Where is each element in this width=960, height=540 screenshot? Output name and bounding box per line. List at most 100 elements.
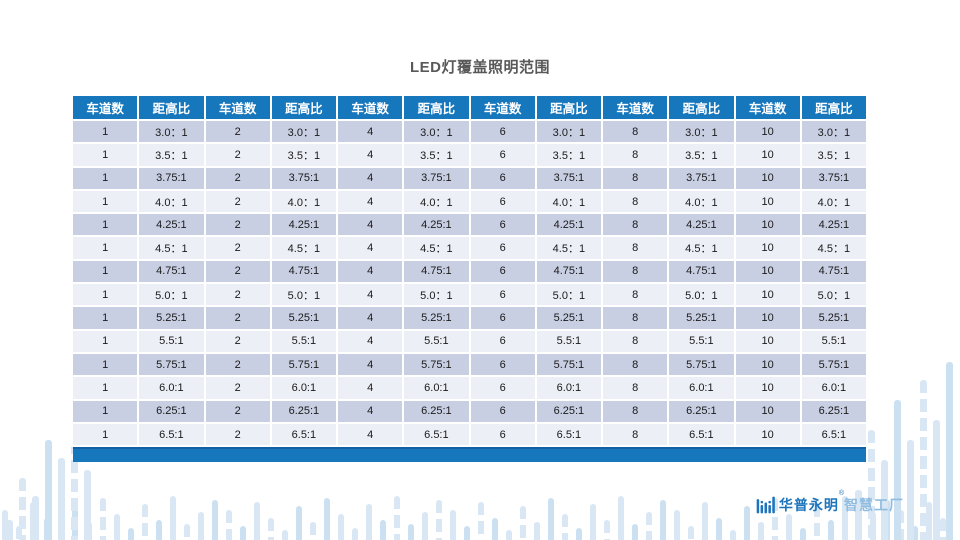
- deco-bar: [534, 522, 540, 540]
- deco-bar: [646, 512, 652, 540]
- deco-bar: [45, 440, 52, 540]
- deco-bar: [198, 512, 204, 540]
- ratio-cell: 6.0:1: [402, 375, 471, 401]
- ratio-cell: 3.75:1: [137, 165, 206, 191]
- deco-bar: [100, 498, 106, 540]
- lane-count-cell: 1: [70, 305, 140, 331]
- ratio-cell: 5.5:1: [534, 328, 604, 354]
- deco-bar: [268, 518, 274, 540]
- brand-name: 华普永明: [778, 497, 839, 513]
- lane-count-cell: 1: [70, 165, 140, 191]
- ratio-cell: 4.25:1: [667, 212, 736, 238]
- deco-bar: [868, 430, 875, 540]
- table-row: 1 6.5:1 2 6.5:1 4 6.5:1 6 6.5:1 8 6.5:1 10 6.5:1: [70, 421, 869, 448]
- ratio-cell: 5.75:1: [799, 351, 869, 378]
- ratio-cell: 3.0：1: [269, 118, 339, 145]
- lane-count-cell: 8: [600, 305, 670, 331]
- lane-count-cell: 4: [335, 188, 405, 215]
- deco-bar: [142, 504, 148, 540]
- ratio-cell: 3.5：1: [799, 142, 869, 168]
- lane-count-cell: 10: [733, 258, 802, 285]
- lane-count-cell: 10: [733, 118, 802, 145]
- ratio-cell: 6.5:1: [269, 421, 339, 448]
- lane-count-cell: 10: [733, 305, 802, 331]
- deco-bar: [32, 496, 39, 540]
- ratio-cell: 4.75:1: [799, 258, 869, 285]
- ratio-cell: 6.25:1: [799, 398, 869, 424]
- coverage-table-wrap: 车道数 距高比 车道数 距高比 车道数 距高比 车道数 距高比 车道数 距高比 车道数 距高比 1 3.…: [70, 94, 869, 463]
- deco-bar: [604, 520, 610, 540]
- lane-count-cell: 10: [733, 328, 802, 354]
- header-cell: 车道数: [335, 94, 405, 121]
- ratio-cell: 4.25:1: [402, 212, 471, 238]
- deco-bar: [226, 510, 232, 540]
- lane-count-cell: 6: [468, 165, 537, 191]
- header-cell: 距高比: [534, 94, 604, 121]
- lane-count-cell: 8: [600, 351, 670, 378]
- lane-count-cell: 1: [70, 351, 140, 378]
- header-cell: 车道数: [600, 94, 670, 121]
- deco-bar: [394, 496, 400, 540]
- ratio-cell: 4.75:1: [667, 258, 736, 285]
- ratio-cell: 3.0：1: [799, 118, 869, 145]
- lane-count-cell: 1: [70, 212, 140, 238]
- lane-count-cell: 10: [733, 282, 802, 308]
- lane-count-cell: 10: [733, 421, 802, 448]
- lane-count-cell: 10: [733, 188, 802, 215]
- ratio-cell: 3.0：1: [534, 118, 604, 145]
- ratio-cell: 6.0:1: [137, 375, 206, 401]
- ratio-cell: 5.25:1: [137, 305, 206, 331]
- ratio-cell: 4.0：1: [799, 188, 869, 215]
- deco-bar: [907, 440, 914, 540]
- deco-bar: [492, 518, 498, 540]
- ratio-cell: 5.0：1: [799, 282, 869, 308]
- lane-count-cell: 1: [70, 188, 140, 215]
- lane-count-cell: 4: [335, 305, 405, 331]
- ratio-cell: 5.5:1: [137, 328, 206, 354]
- lane-count-cell: 6: [468, 142, 537, 168]
- lane-count-cell: 4: [335, 398, 405, 424]
- deco-bar: [870, 512, 876, 540]
- table-row: 1 3.0：1 2 3.0：1 4 3.0：1 6 3.0：1 8 3.0：1 10 3.0：1: [70, 118, 869, 145]
- header-cell: 距高比: [137, 94, 206, 121]
- lane-count-cell: 10: [733, 212, 802, 238]
- deco-bar: [562, 514, 568, 540]
- ratio-cell: 4.75:1: [402, 258, 471, 285]
- deco-bar: [478, 502, 484, 540]
- deco-bar: [86, 522, 92, 540]
- lane-count-cell: 2: [203, 188, 272, 215]
- lane-count-cell: 1: [70, 258, 140, 285]
- lane-count-cell: 10: [733, 165, 802, 191]
- table-row: 1 4.75:1 2 4.75:1 4 4.75:1 6 4.75:1 8 4.75:1 10 4.7…: [70, 258, 869, 285]
- lane-count-cell: 2: [203, 328, 272, 354]
- lane-count-cell: 4: [335, 351, 405, 378]
- lane-count-cell: 2: [203, 421, 272, 448]
- ratio-cell: 3.5：1: [667, 142, 736, 168]
- deco-bar: [114, 514, 120, 540]
- header-cell: 车道数: [468, 94, 537, 121]
- lane-count-cell: 4: [335, 212, 405, 238]
- table-row: 1 4.25:1 2 4.25:1 4 4.25:1 6 4.25:1 8 4.25:1 10 4.2…: [70, 212, 869, 238]
- deco-bar: [156, 520, 162, 540]
- ratio-cell: 5.25:1: [534, 305, 604, 331]
- lane-count-cell: 2: [203, 258, 272, 285]
- lane-count-cell: 4: [335, 165, 405, 191]
- deco-bar: [933, 420, 940, 540]
- ratio-cell: 3.0：1: [402, 118, 471, 145]
- deco-bar: [436, 500, 442, 540]
- deco-bar: [352, 528, 358, 540]
- ratio-cell: 6.5:1: [402, 421, 471, 448]
- ratio-cell: 5.5:1: [799, 328, 869, 354]
- deco-bar: [324, 498, 330, 540]
- lane-count-cell: 10: [733, 375, 802, 401]
- ratio-cell: 5.25:1: [402, 305, 471, 331]
- lane-count-cell: 6: [468, 282, 537, 308]
- ratio-cell: 5.5:1: [402, 328, 471, 354]
- lane-count-cell: 6: [468, 305, 537, 331]
- ratio-cell: 5.0：1: [269, 282, 339, 308]
- ratio-cell: 4.25:1: [799, 212, 869, 238]
- table-row: 1 6.25:1 2 6.25:1 4 6.25:1 6 6.25:1 8 6.25:1 10 6.2…: [70, 398, 869, 424]
- lane-count-cell: 2: [203, 212, 272, 238]
- ratio-cell: 5.0：1: [402, 282, 471, 308]
- deco-bar: [170, 496, 176, 540]
